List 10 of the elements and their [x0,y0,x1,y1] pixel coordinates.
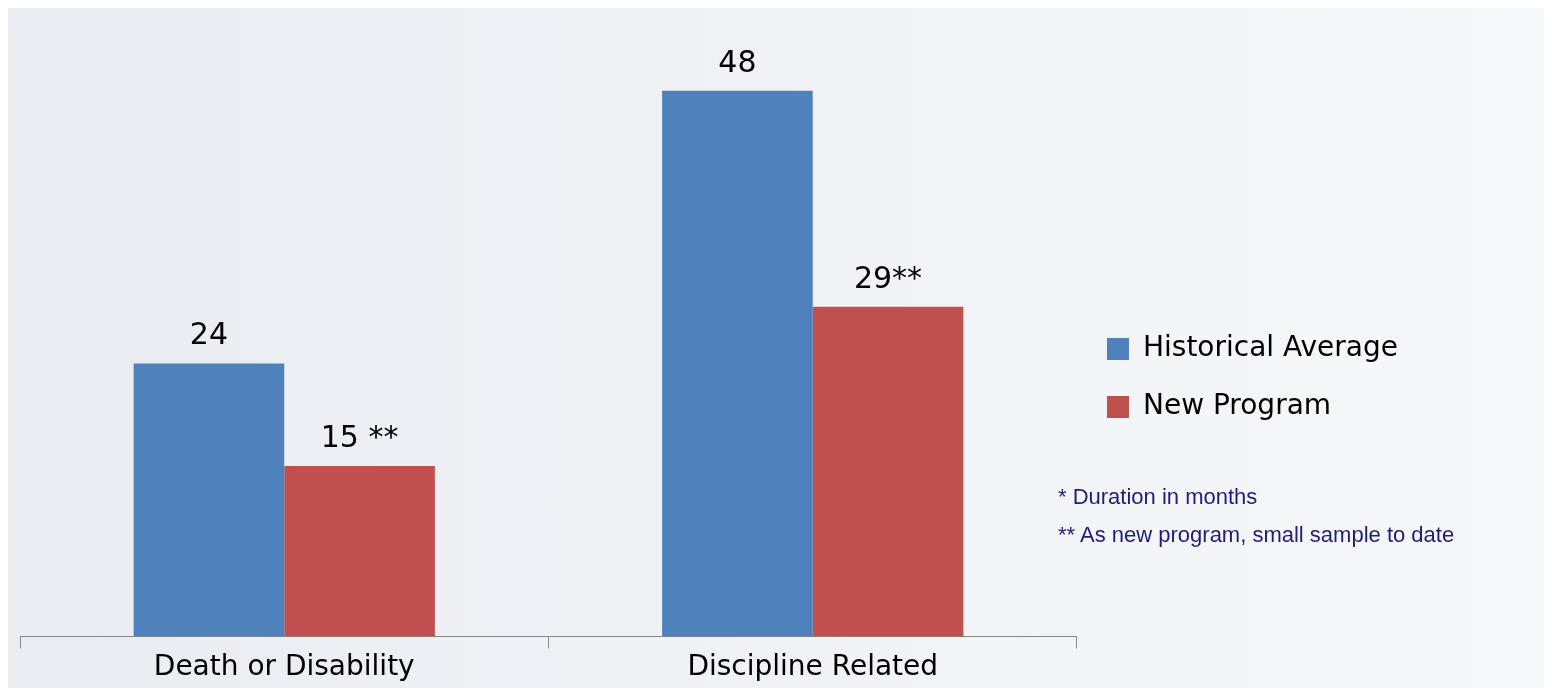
data-label: 29** [853,259,923,295]
x-tick-label: Death or Disability [153,649,415,683]
data-label: 24 [189,316,229,352]
annotation: * Duration in months [1058,483,1259,511]
x-tick-label: Discipline Related [687,649,939,683]
data-label: 15 ** [320,418,399,454]
data-label: 48 [718,43,757,79]
annotation: ** As new program, small sample to date [1058,521,1455,549]
legend-label: New Program [1142,388,1332,422]
legend-label: Historical Average [1142,330,1399,364]
